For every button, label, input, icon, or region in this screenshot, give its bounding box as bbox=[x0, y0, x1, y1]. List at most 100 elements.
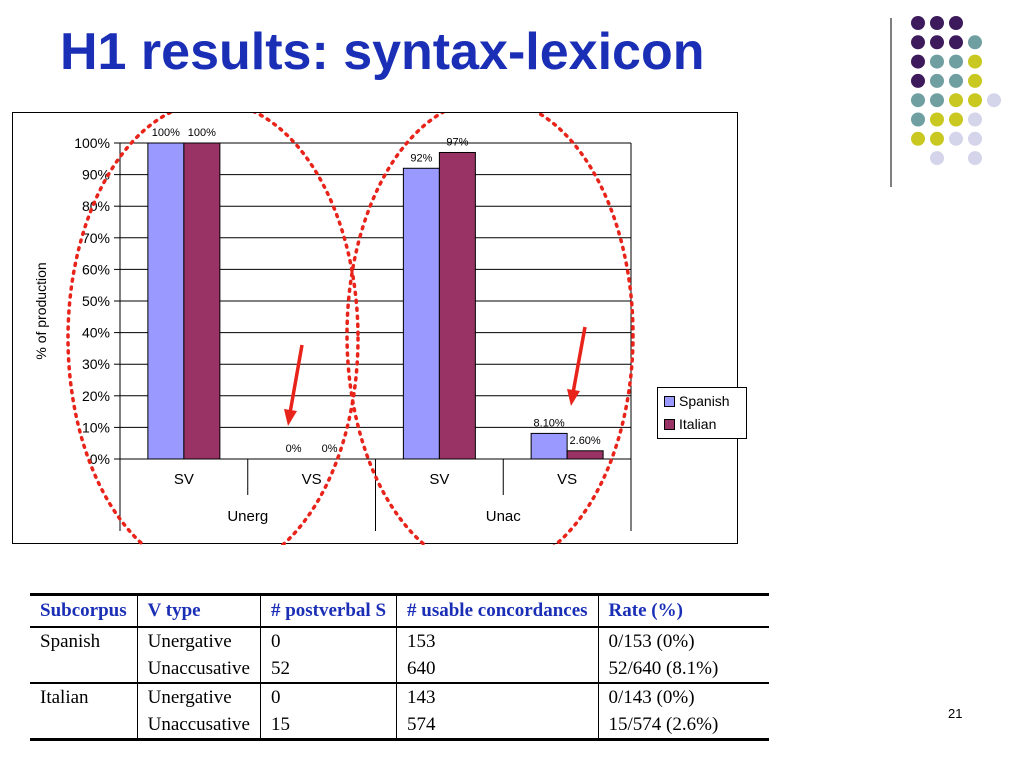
x-tick-label: VS bbox=[557, 471, 577, 488]
annotation-arrowhead bbox=[567, 389, 580, 406]
decorative-dot bbox=[968, 131, 982, 146]
table-cell: 143 bbox=[396, 683, 599, 711]
slide-title: H1 results: syntax-lexicon bbox=[60, 23, 705, 81]
legend-swatch-italian bbox=[664, 418, 675, 430]
y-tick-label: 10% bbox=[82, 419, 110, 435]
table-cell: 640 bbox=[396, 655, 599, 684]
decorative-dot bbox=[949, 35, 963, 50]
decorative-dot bbox=[930, 35, 944, 50]
bar-chart: 0% 10% 20% 30% 40% 50% 60% 70% 80% 90% 100% 100% 100… bbox=[33, 113, 635, 545]
header-v-type: V type bbox=[136, 593, 261, 628]
chart-frame: 0% 10% 20% 30% 40% 50% 60% 70% 80% 90% 100% 100% 100… bbox=[12, 112, 747, 545]
decorative-dot bbox=[968, 54, 982, 69]
decorative-dot bbox=[968, 151, 982, 166]
annotation-arrow-shaft bbox=[288, 344, 304, 414]
table-cell: Unergative bbox=[136, 627, 261, 655]
y-tick-label: 30% bbox=[82, 356, 110, 372]
decorative-dot bbox=[911, 16, 925, 30]
y-tick-label: 100% bbox=[74, 135, 110, 151]
decorative-dot bbox=[949, 16, 963, 30]
decorative-dot bbox=[930, 131, 944, 146]
decorative-dot bbox=[911, 35, 925, 50]
bar-italian bbox=[438, 151, 476, 460]
decorative-dot bbox=[911, 54, 925, 69]
decorative-dot bbox=[949, 54, 963, 69]
table-row: Italian Unergative 0 143 0/143 (0%) bbox=[30, 683, 769, 711]
decorative-dot bbox=[968, 73, 982, 88]
table-cell: 153 bbox=[396, 627, 599, 655]
table-cell: 0/153 (0%) bbox=[597, 627, 769, 655]
table-cell: 0/143 (0%) bbox=[597, 683, 769, 711]
y-axis-label: % of production bbox=[33, 262, 49, 359]
data-label: 0% bbox=[286, 443, 302, 455]
legend-item-italian: Italian bbox=[664, 416, 716, 432]
bar-spanish bbox=[402, 167, 440, 460]
decorative-dot bbox=[949, 93, 963, 108]
table-cell: 574 bbox=[396, 711, 599, 741]
y-tick-label: 40% bbox=[82, 325, 110, 341]
decorative-dot bbox=[930, 93, 944, 108]
legend-label-italian: Italian bbox=[679, 416, 717, 432]
y-tick-label: 80% bbox=[82, 198, 110, 214]
data-label: 8.10% bbox=[534, 417, 565, 429]
header-usable-concordances: # usable concordances bbox=[396, 593, 599, 628]
table-cell: 0 bbox=[259, 683, 397, 711]
page-number: 21 bbox=[948, 706, 963, 721]
decorative-dot bbox=[987, 93, 1001, 108]
decorative-dot bbox=[949, 131, 963, 146]
table-cell: 52/640 (8.1%) bbox=[597, 655, 769, 684]
table-row: Unaccusative 15 574 15/574 (2.6%) bbox=[30, 711, 769, 741]
y-tick-label: 70% bbox=[82, 230, 110, 246]
decorative-dot bbox=[930, 73, 944, 88]
data-label: 0% bbox=[322, 443, 338, 455]
decorative-dot-grid bbox=[890, 16, 1001, 187]
table-cell: Unaccusative bbox=[136, 655, 261, 684]
decorative-dot bbox=[911, 73, 925, 88]
data-label: 100% bbox=[152, 127, 180, 139]
bar-spanish bbox=[530, 432, 568, 460]
decorative-dot bbox=[968, 93, 982, 108]
table-row: Spanish Unergative 0 153 0/153 (0%) bbox=[30, 627, 769, 655]
data-label: 92% bbox=[410, 152, 432, 164]
annotation-arrow-shaft bbox=[571, 326, 587, 394]
x-tick-label: SV bbox=[174, 471, 194, 488]
table-cell: 15 bbox=[259, 711, 397, 741]
group-label: Unac bbox=[486, 508, 522, 525]
decorative-dot bbox=[911, 93, 925, 108]
decorative-dot bbox=[949, 112, 963, 127]
legend-label-spanish: Spanish bbox=[679, 393, 730, 409]
bar-italian bbox=[566, 450, 604, 460]
y-tick-label: 0% bbox=[90, 451, 110, 467]
x-tick-label: SV bbox=[429, 471, 449, 488]
table-cell bbox=[30, 655, 138, 684]
header-postverbal-s: # postverbal S bbox=[259, 593, 397, 628]
bar-italian bbox=[183, 142, 221, 460]
y-tick-label: 90% bbox=[82, 167, 110, 183]
annotation-arrowhead bbox=[284, 409, 297, 426]
legend-swatch-spanish bbox=[664, 395, 675, 407]
table-header-row: Subcorpus V type # postverbal S # usable… bbox=[30, 593, 769, 628]
legend-item-spanish: Spanish bbox=[664, 393, 730, 409]
table-cell: 0 bbox=[259, 627, 397, 655]
y-tick-label: 50% bbox=[82, 293, 110, 309]
annotation-ellipse-unac bbox=[345, 113, 635, 545]
table-cell bbox=[30, 711, 138, 741]
data-label: 100% bbox=[188, 127, 216, 139]
table-row: Unaccusative 52 640 52/640 (8.1%) bbox=[30, 655, 769, 684]
decorative-dot bbox=[930, 16, 944, 30]
chart-legend: Spanish Italian bbox=[657, 387, 747, 439]
decorative-dot bbox=[930, 151, 944, 166]
table-cell: Unergative bbox=[136, 683, 261, 711]
annotation-ellipse-unerg bbox=[66, 113, 360, 545]
decorative-dot bbox=[930, 112, 944, 127]
x-tick-label: VS bbox=[302, 471, 322, 488]
table-cell: 52 bbox=[259, 655, 397, 684]
decorative-dot bbox=[930, 54, 944, 69]
table-cell: Spanish bbox=[40, 630, 101, 652]
decorative-dot bbox=[968, 112, 982, 127]
table-cell: 15/574 (2.6%) bbox=[597, 711, 769, 741]
group-label: Unerg bbox=[227, 508, 268, 525]
table-cell: Unaccusative bbox=[136, 711, 261, 741]
table-cell: Italian bbox=[40, 686, 89, 708]
header-rate: Rate (%) bbox=[597, 593, 769, 628]
